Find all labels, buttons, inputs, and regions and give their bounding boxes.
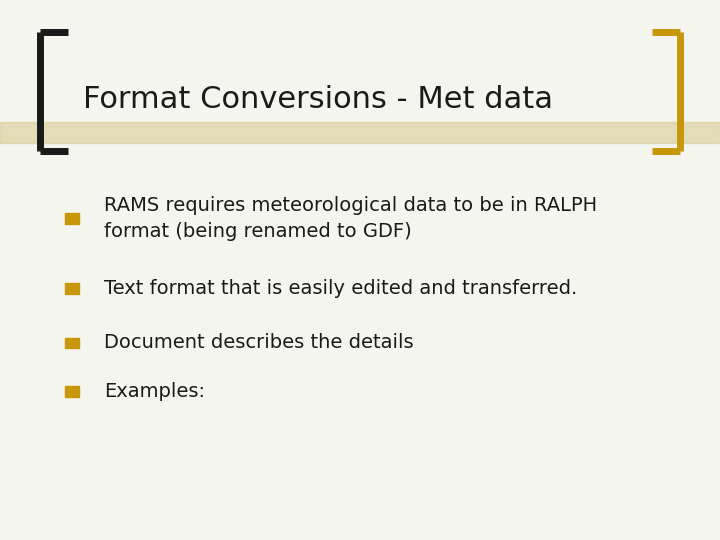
Bar (65, 386, 79, 397)
Text: Text format that is easily edited and transferred.: Text format that is easily edited and tr… (104, 279, 577, 299)
FancyArrow shape (0, 122, 720, 143)
Text: Format Conversions - Met data: Format Conversions - Met data (83, 85, 553, 114)
Text: Document describes the details: Document describes the details (104, 333, 414, 353)
Text: Examples:: Examples: (104, 382, 205, 401)
Bar (65, 338, 79, 348)
Bar (65, 213, 79, 224)
Text: RAMS requires meteorological data to be in RALPH
format (being renamed to GDF): RAMS requires meteorological data to be … (104, 196, 598, 241)
Bar (65, 284, 79, 294)
